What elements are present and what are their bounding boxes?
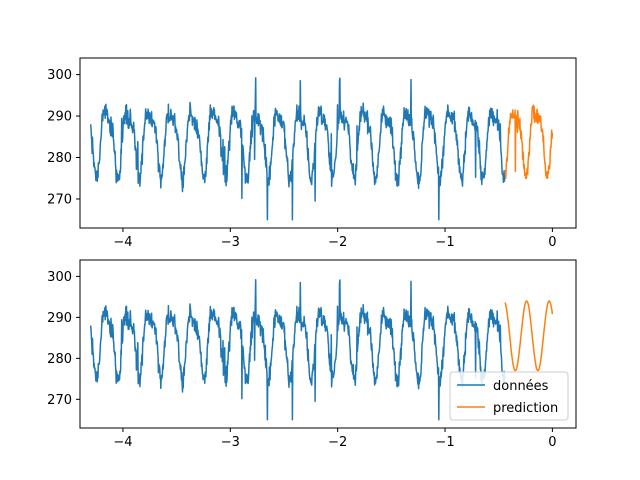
- top-axes-border: [79, 57, 577, 229]
- top-axis-ticks: −4 −3 −2 −1 0 270 280 290 300: [47, 68, 556, 250]
- y-tick-label: 280: [47, 151, 72, 166]
- x-tick-label: −1: [435, 235, 454, 250]
- legend-label-prediction: prediction: [493, 401, 558, 416]
- top-prediction-line: [504, 104, 554, 179]
- x-tick-label: −2: [328, 435, 347, 450]
- top-data-line: [89, 77, 506, 221]
- bottom-series-layer: [89, 278, 554, 421]
- y-tick-label: 300: [47, 68, 72, 83]
- y-tick-label: 280: [47, 352, 72, 367]
- legend-box: [449, 371, 569, 421]
- legend-label-donnees: données: [493, 379, 549, 394]
- top-series-layer: [89, 77, 554, 221]
- bottom-data-line: [89, 278, 506, 421]
- x-tick-label: −4: [113, 435, 132, 450]
- y-tick-label: 290: [47, 311, 72, 326]
- y-tick-label: 270: [47, 192, 72, 207]
- x-tick-label: 0: [548, 435, 556, 450]
- x-tick-label: −1: [435, 435, 454, 450]
- bottom-chart-panel: −4 −3 −2 −1 0 270 280 290 300 données prediction: [47, 259, 577, 450]
- y-tick-label: 300: [47, 270, 72, 285]
- x-tick-label: 0: [548, 235, 556, 250]
- bottom-axis-ticks: −4 −3 −2 −1 0 270 280 290 300: [47, 270, 556, 450]
- y-tick-label: 290: [47, 110, 72, 125]
- x-tick-label: −3: [221, 235, 240, 250]
- bottom-axes-border: [79, 259, 577, 429]
- top-chart-panel: −4 −3 −2 −1 0 270 280 290 300: [47, 57, 577, 250]
- x-tick-label: −2: [328, 235, 347, 250]
- x-tick-label: −3: [221, 435, 240, 450]
- y-tick-label: 270: [47, 393, 72, 408]
- legend: données prediction: [449, 371, 569, 421]
- bottom-prediction-line: [504, 300, 554, 372]
- x-tick-label: −4: [113, 235, 132, 250]
